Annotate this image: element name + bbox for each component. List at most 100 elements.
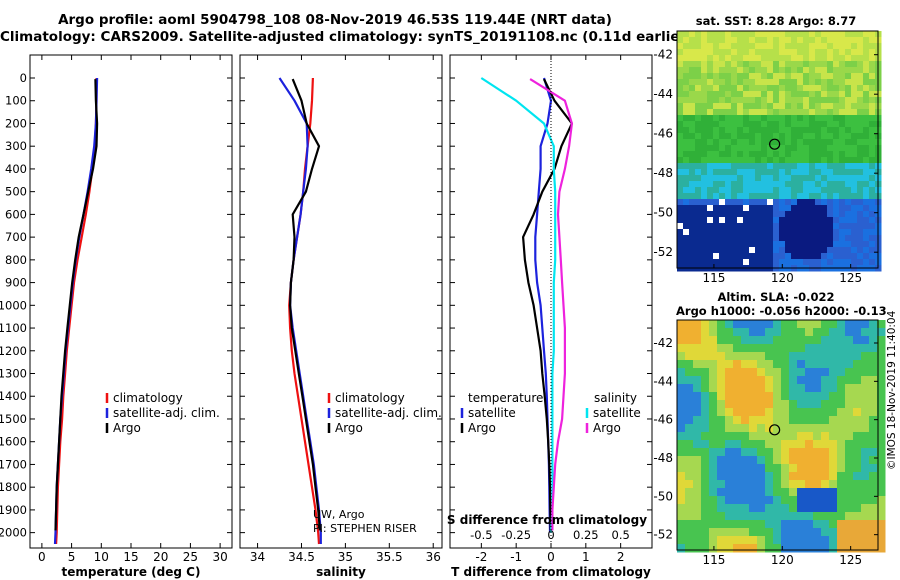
map-cell [839,223,846,230]
map-cell [677,97,684,104]
map-cell [773,464,782,473]
map-cell [719,79,726,86]
map-cell [693,432,702,441]
map-cell [779,43,786,50]
map-cell [781,384,790,393]
map-cell [767,31,774,38]
map-cell [761,49,768,56]
map-cell [701,360,710,369]
map-cell [863,43,870,50]
map-cell [701,544,710,553]
map-cell [845,103,852,110]
map-cell [837,344,846,353]
map-cell [803,259,810,266]
map-cell [845,352,854,361]
map-cell [869,163,876,170]
map-cell [863,133,870,140]
map-cell [781,336,790,345]
map-cell [677,199,684,206]
map-cell [781,344,790,353]
map-cell [821,360,830,369]
y-tick-label: 100 [5,94,27,108]
map-cell [821,121,828,128]
map-cell [719,115,726,122]
map-y-tick-label: -44 [653,374,673,388]
map-cell [733,512,742,521]
map-cell [781,392,790,401]
map-cell [797,392,806,401]
map-cell [853,408,862,417]
map-cell [779,145,786,152]
map-cell [677,163,684,170]
map-cell [749,223,756,230]
map-cell [683,145,690,152]
map-cell [789,392,798,401]
map-cell [833,115,840,122]
map-cell [779,175,786,182]
map-cell [845,139,852,146]
map-cell [725,205,732,212]
map-cell [877,352,886,361]
map-cell [803,97,810,104]
map-cell [845,536,854,545]
map-cell [821,73,828,80]
map-cell [725,235,732,242]
map-cell [863,259,870,266]
map-cell [821,127,828,134]
map-cell [737,181,744,188]
map-cell [857,175,864,182]
map-cell [845,241,852,248]
map-cell [837,408,846,417]
map-cell [755,127,762,134]
map-cell [857,79,864,86]
map-cell [863,217,870,224]
map-cell [709,344,718,353]
map-cell [791,253,798,260]
map-cell [757,376,766,385]
map-cell [695,259,702,266]
map-cell [839,109,846,116]
map-cell [815,205,822,212]
map-cell [833,37,840,44]
map-cell [785,139,792,146]
map-cell [743,223,750,230]
map-cell [797,55,804,62]
map-cell [869,43,876,50]
map-cell [773,85,780,92]
map-cell [863,67,870,74]
map-cell [743,193,750,200]
map-cell [773,488,782,497]
map-cell [755,241,762,248]
map-cell [779,61,786,68]
map-cell [797,416,806,425]
map-cell [833,157,840,164]
map-cell [761,193,768,200]
temperature-legend-label: Argo [113,421,141,435]
map-cell [725,151,732,158]
x-tick-label: 20 [153,550,168,564]
map-cell [827,61,834,68]
map-cell [755,61,762,68]
map-cell [781,472,790,481]
map-cell [761,151,768,158]
map-cell [741,376,750,385]
map-cell [785,211,792,218]
map-cell [827,169,834,176]
map-cell [773,55,780,62]
map-cell [779,205,786,212]
map-cell [685,488,694,497]
map-cell [877,368,886,377]
map-cell [781,520,790,529]
map-cell [683,43,690,50]
map-cell [821,181,828,188]
map-cell [761,253,768,260]
secondary-x-axis-label: S difference from climatology [447,513,647,527]
map-cell [761,121,768,128]
map-cell [863,115,870,122]
map-cell [839,181,846,188]
map-cell [779,193,786,200]
map-cell [677,223,684,230]
map-cell [791,193,798,200]
map-cell [821,145,828,152]
map-cell [701,368,710,377]
